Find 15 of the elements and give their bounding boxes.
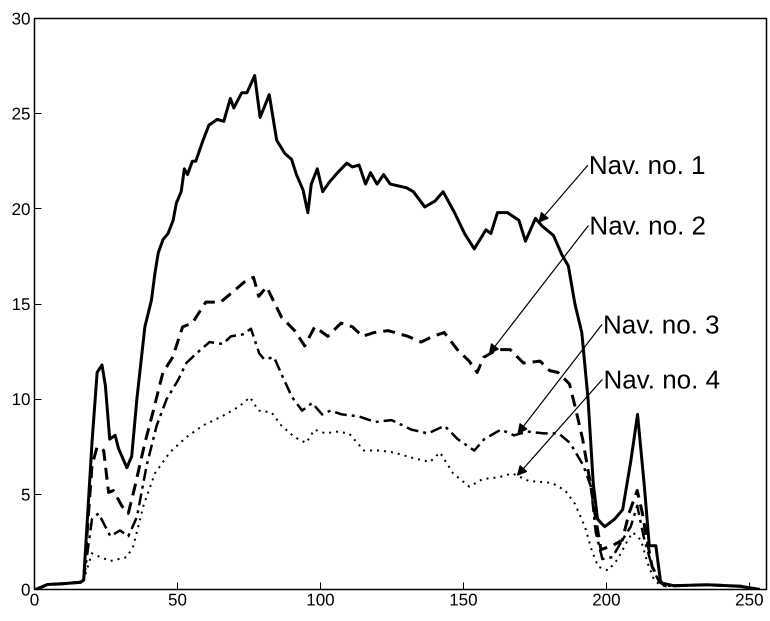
annotation: Nav. no. 2: [589, 210, 706, 240]
y-tick-label: 30: [12, 10, 31, 28]
x-tick-label: 50: [168, 590, 187, 610]
annotation: Nav. no. 4: [603, 364, 720, 394]
x-tick-label: 100: [306, 590, 335, 610]
x-tick-label: 200: [592, 590, 621, 610]
x-tick-label: 150: [449, 590, 478, 610]
annotation: Nav. no. 3: [603, 309, 720, 340]
annotation: Nav. no. 1: [588, 150, 706, 180]
y-tick-label: 15: [12, 295, 31, 314]
y-tick-label: 10: [12, 390, 31, 410]
y-tick-label: 5: [21, 485, 31, 504]
y-tick-label: 20: [12, 200, 31, 219]
y-tick-label: 25: [12, 104, 31, 124]
x-tick-label: 250: [735, 590, 764, 610]
